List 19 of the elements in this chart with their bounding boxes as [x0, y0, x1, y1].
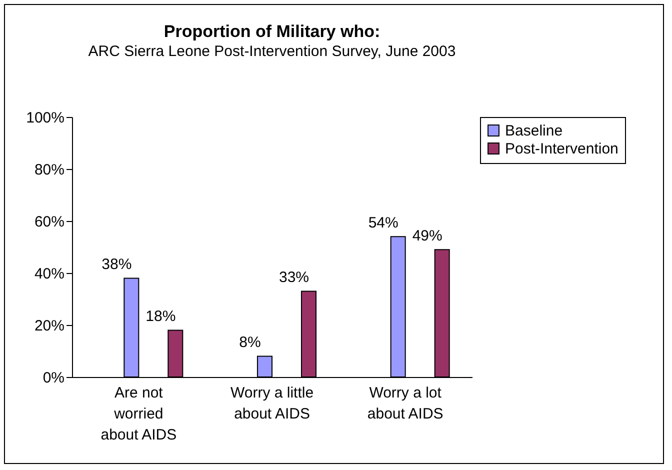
x-tick-label: Worry a lot about AIDS — [367, 384, 444, 422]
data-label: 18% — [146, 308, 176, 326]
y-tick-label: 20% — [34, 318, 64, 334]
legend-label: Post-Intervention — [505, 140, 618, 158]
legend-label: Baseline — [505, 122, 563, 140]
chart-title: Proportion of Military who: — [164, 22, 380, 41]
x-tick-label: Are not worried about AIDS — [100, 384, 177, 444]
data-label: 8% — [239, 334, 261, 352]
x-tick-label: Worry a little about AIDS — [230, 384, 314, 422]
y-tick-label: 80% — [34, 162, 64, 178]
y-tick-label: 60% — [34, 214, 64, 230]
chart-subtitle: ARC Sierra Leone Post-Intervention Survey, June 2003 — [88, 43, 456, 60]
data-label: 54% — [368, 214, 398, 232]
data-label: 49% — [412, 228, 442, 245]
y-tick-label: 40% — [34, 266, 64, 282]
data-label: 38% — [102, 256, 132, 274]
y-tick-label: 100% — [26, 110, 64, 126]
y-tick-label: 0% — [42, 370, 64, 386]
data-label: 33% — [278, 269, 310, 286]
